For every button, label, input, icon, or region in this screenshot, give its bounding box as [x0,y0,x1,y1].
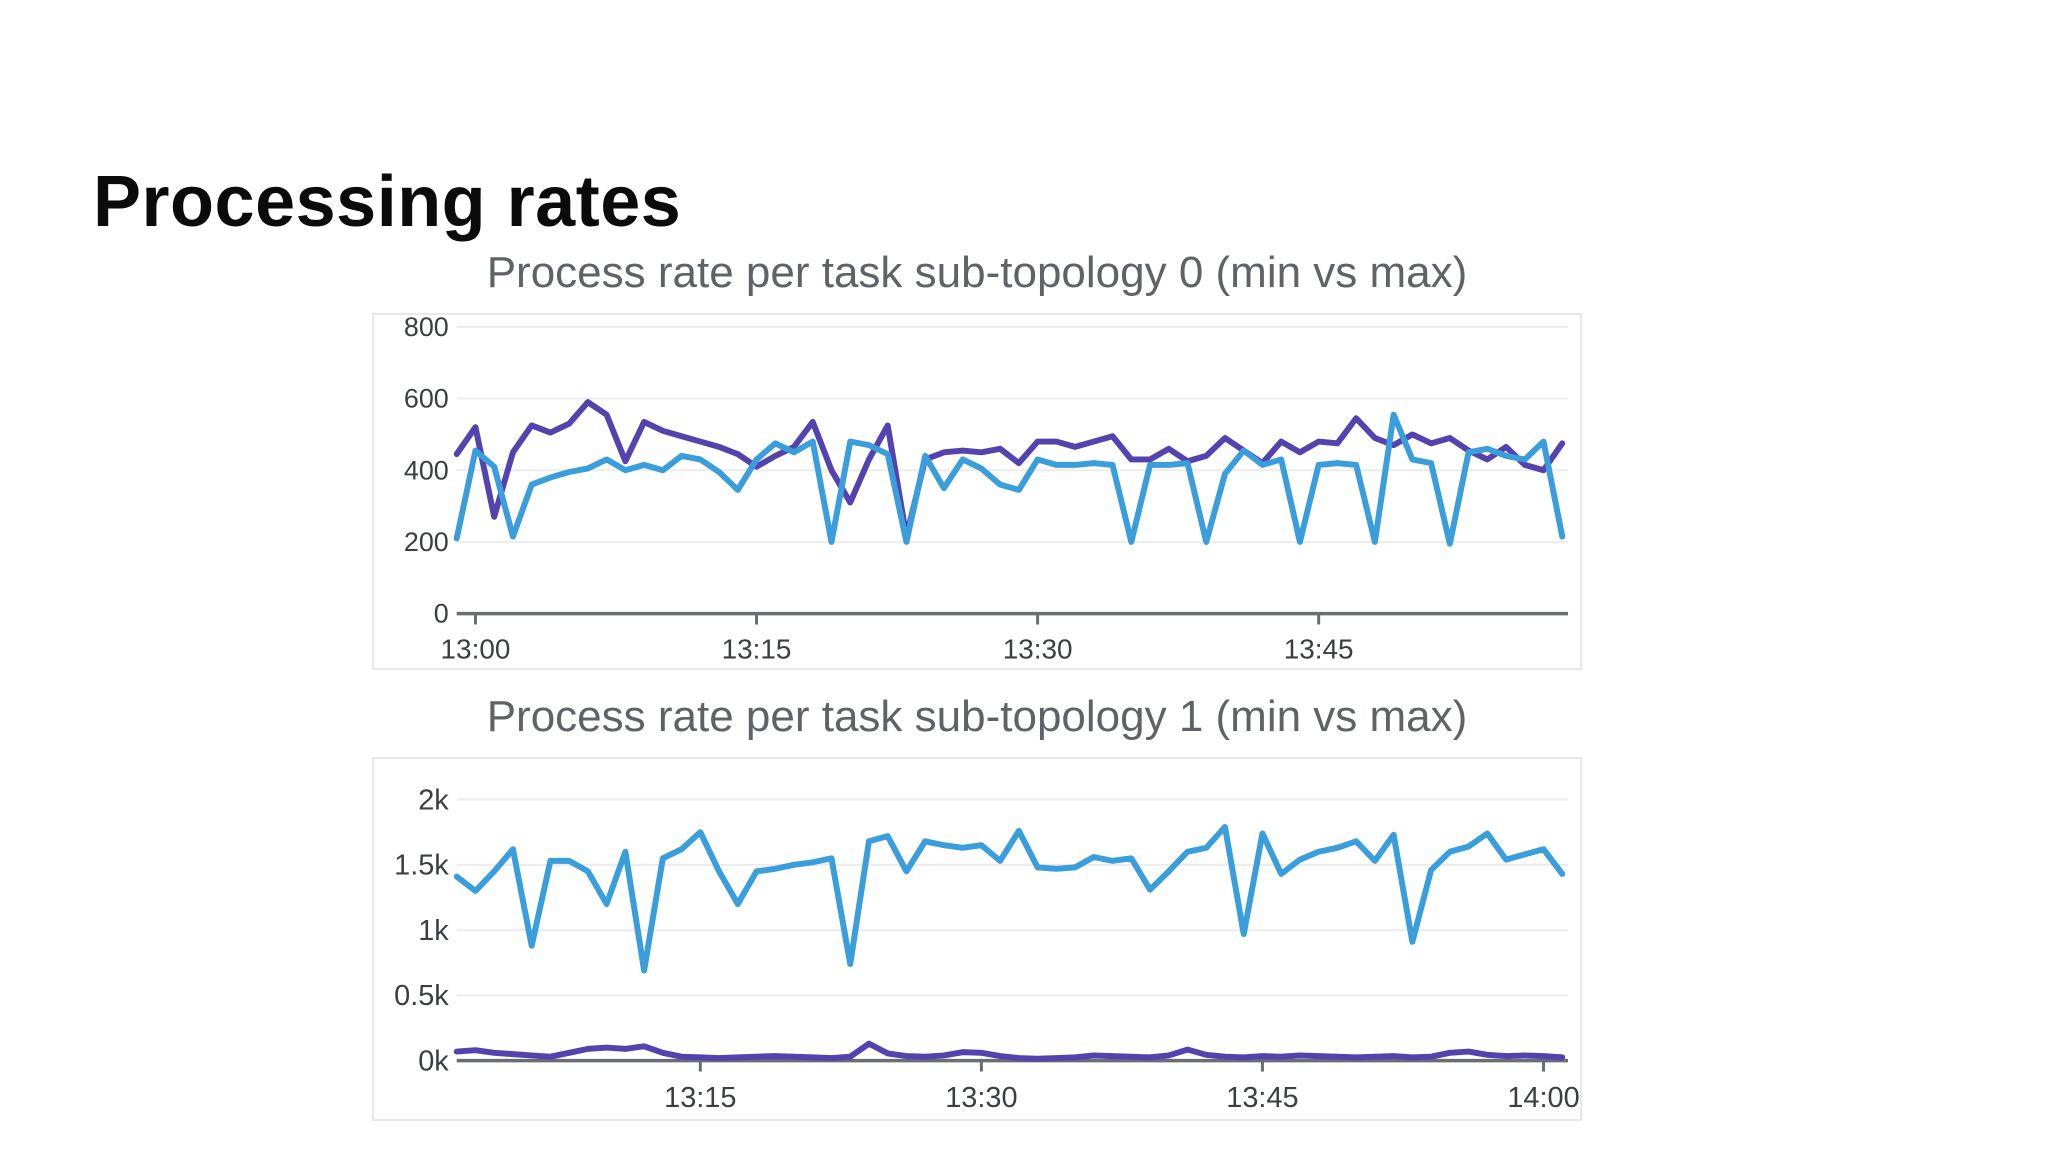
y-tick-label: 2k [418,784,449,816]
series-line-max [453,823,1566,974]
x-tick-label: 14:00 [1507,1082,1579,1114]
y-tick-label: 1.5k [394,850,449,882]
y-tick-label: 0 [434,599,449,629]
y-tick-label: 600 [404,384,449,414]
y-tick-label: 800 [404,315,449,342]
series-line-min [453,1040,1566,1062]
series-line-max [453,399,1566,540]
x-tick-label: 13:15 [722,634,792,665]
y-tick-label: 400 [404,455,449,485]
series-line-min [453,411,1566,547]
chart-title-subtopology-0: Process rate per task sub-topology 0 (mi… [486,248,1468,297]
page-title: Processing rates [93,162,682,243]
x-tick-label: 13:30 [1003,634,1073,665]
chart-subtopology-0: 800 600 400 200 0 13:00 13:15 13:30 13:45 [404,315,1569,665]
y-tick-label: 1k [418,915,449,947]
chart-subtopology-1: 2k 1.5k 1k 0.5k 0k 13:15 13:30 13:45 14:00 [394,784,1580,1114]
y-tick-label: 0.5k [394,980,449,1012]
chart-card-subtopology-0: 800 600 400 200 0 13:00 13:15 13:30 13:45 [372,313,1582,670]
chart-title-subtopology-1: Process rate per task sub-topology 1 (mi… [486,692,1468,741]
x-tick-label: 13:45 [1226,1082,1298,1114]
x-tick-label: 13:30 [945,1082,1017,1114]
y-tick-label: 0k [418,1045,449,1077]
x-tick-label: 13:00 [441,634,511,665]
y-tick-label: 200 [404,527,449,557]
x-tick-label: 13:15 [664,1082,736,1114]
x-tick-label: 13:45 [1284,634,1354,665]
chart-card-subtopology-1: 2k 1.5k 1k 0.5k 0k 13:15 13:30 13:45 14:00 [372,757,1582,1121]
